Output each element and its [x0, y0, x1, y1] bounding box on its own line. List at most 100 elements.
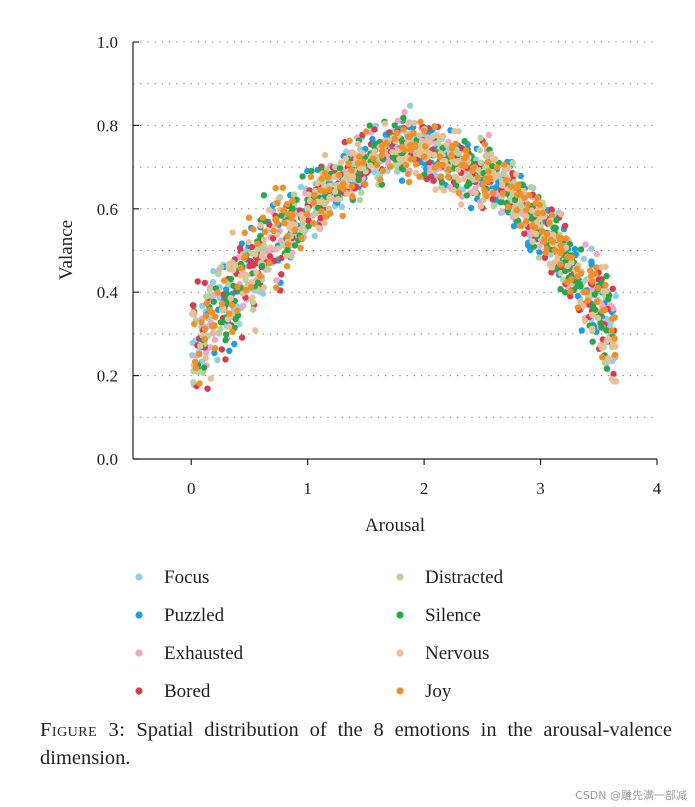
scatter-point-joy: [568, 276, 575, 283]
scatter-point-nervous: [472, 189, 479, 197]
scatter-point-distracted: [358, 189, 365, 196]
scatter-point-joy: [318, 175, 325, 182]
scatter-point-nervous: [598, 344, 605, 352]
scatter-point-joy: [226, 310, 233, 317]
scatter-point-silence: [222, 337, 229, 344]
scatter-point-joy: [445, 166, 452, 173]
scatter-point-distracted: [490, 202, 497, 210]
scatter-point-joy: [378, 152, 385, 159]
scatter-point-nervous: [512, 171, 520, 178]
scatter-point-nervous: [331, 188, 339, 195]
scatter-point-joy: [379, 167, 387, 175]
scatter-point-joy: [247, 284, 255, 291]
scatter-point-nervous: [243, 272, 251, 279]
scatter-point-bored: [247, 258, 254, 265]
scatter-point-distracted: [477, 159, 485, 166]
scatter-point-nervous: [342, 155, 349, 162]
scatter-point-joy: [594, 284, 602, 292]
scatter-point-joy: [281, 220, 288, 227]
scatter-point-bored: [567, 293, 574, 300]
scatter-point-nervous: [450, 186, 457, 194]
scatter-point-joy: [318, 208, 325, 215]
scatter-point-joy: [592, 270, 599, 277]
scatter-point-puzzled: [571, 246, 578, 253]
scatter-point-distracted: [265, 266, 272, 273]
scatter-point-puzzled: [578, 327, 585, 334]
scatter-point-joy: [458, 161, 465, 169]
scatter-point-nervous: [299, 216, 306, 223]
scatter-point-joy: [196, 351, 203, 358]
scatter-point-focus: [370, 168, 378, 176]
scatter-point-nervous: [432, 186, 439, 193]
scatter-point-nervous: [548, 264, 556, 271]
scatter-point-joy: [273, 284, 280, 291]
scatter-point-joy: [220, 277, 228, 284]
scatter-point-nervous: [488, 150, 495, 158]
scatter-point-joy: [406, 142, 414, 149]
scatter-point-nervous: [261, 236, 268, 243]
figure-caption: Figure 3: Spatial distribution of the 8 …: [40, 716, 672, 772]
scatter-point-silence: [366, 122, 373, 129]
scatter-point-bored: [548, 206, 555, 213]
scatter-point-joy: [362, 180, 369, 188]
scatter-point-joy: [481, 187, 488, 194]
scatter-point-nervous: [529, 238, 536, 245]
scatter-point-nervous: [454, 166, 462, 173]
scatter-point-joy: [212, 313, 219, 320]
scatter-point-bored: [236, 244, 244, 252]
scatter-point-joy: [362, 128, 370, 135]
scatter-point-joy: [540, 209, 547, 216]
scatter-point-joy: [421, 153, 428, 160]
scatter-point-joy: [542, 249, 549, 256]
scatter-point-silence: [605, 296, 612, 303]
scatter-point-bored: [222, 356, 229, 363]
scatter-point-joy: [310, 199, 317, 206]
scatter-point-joy: [422, 143, 429, 150]
scatter-point-nervous: [598, 264, 605, 271]
scatter-point-nervous: [202, 354, 209, 362]
scatter-point-nervous: [237, 272, 245, 279]
scatter-point-joy: [490, 189, 497, 197]
scatter-point-joy: [462, 147, 470, 154]
scatter-point-joy: [202, 312, 209, 320]
scatter-point-silence: [391, 122, 398, 129]
scatter-point-joy: [589, 278, 596, 285]
scatter-point-silence: [603, 365, 611, 372]
scatter-point-nervous: [389, 148, 396, 156]
scatter-point-joy: [284, 210, 292, 217]
scatter-point-joy: [503, 176, 510, 184]
scatter-point-nervous: [231, 262, 239, 269]
scatter-point-nervous: [458, 201, 465, 208]
scatter-point-joy: [504, 203, 512, 211]
scatter-point-joy: [391, 135, 398, 142]
legend-label-bored: Bored: [164, 681, 211, 702]
scatter-point-joy: [254, 240, 261, 247]
scatter-point-bored: [194, 278, 201, 285]
scatter-point-silence: [378, 181, 386, 188]
scatter-point-nervous: [460, 175, 468, 182]
scatter-point-joy: [574, 304, 581, 311]
scatter-point-distracted: [249, 299, 256, 306]
scatter-point-bored: [548, 269, 555, 276]
scatter-point-puzzled: [211, 349, 218, 357]
x-tick-label: 0: [187, 479, 196, 498]
scatter-point-puzzled: [588, 261, 595, 268]
legend-label-distracted: Distracted: [425, 567, 504, 588]
scatter-point-joy: [543, 231, 551, 238]
scatter-point-joy: [201, 336, 208, 343]
scatter-point-nervous: [325, 205, 333, 212]
scatter-point-nervous: [349, 176, 356, 183]
scatter-point-bored: [561, 222, 569, 229]
scatter-point-silence: [598, 324, 605, 331]
scatter-point-joy: [599, 354, 606, 361]
scatter-point-joy: [303, 210, 311, 218]
scatter-point-nervous: [577, 298, 584, 305]
scatter-point-nervous: [274, 245, 281, 252]
scatter-point-nervous: [381, 120, 389, 127]
scatter-point-distracted: [535, 254, 543, 261]
scatter-point-bored: [489, 195, 496, 203]
x-axis-title: Arousal: [365, 515, 425, 536]
scatter-point-focus: [472, 156, 480, 163]
scatter-point-bored: [204, 385, 211, 392]
scatter-point-focus: [588, 245, 595, 252]
